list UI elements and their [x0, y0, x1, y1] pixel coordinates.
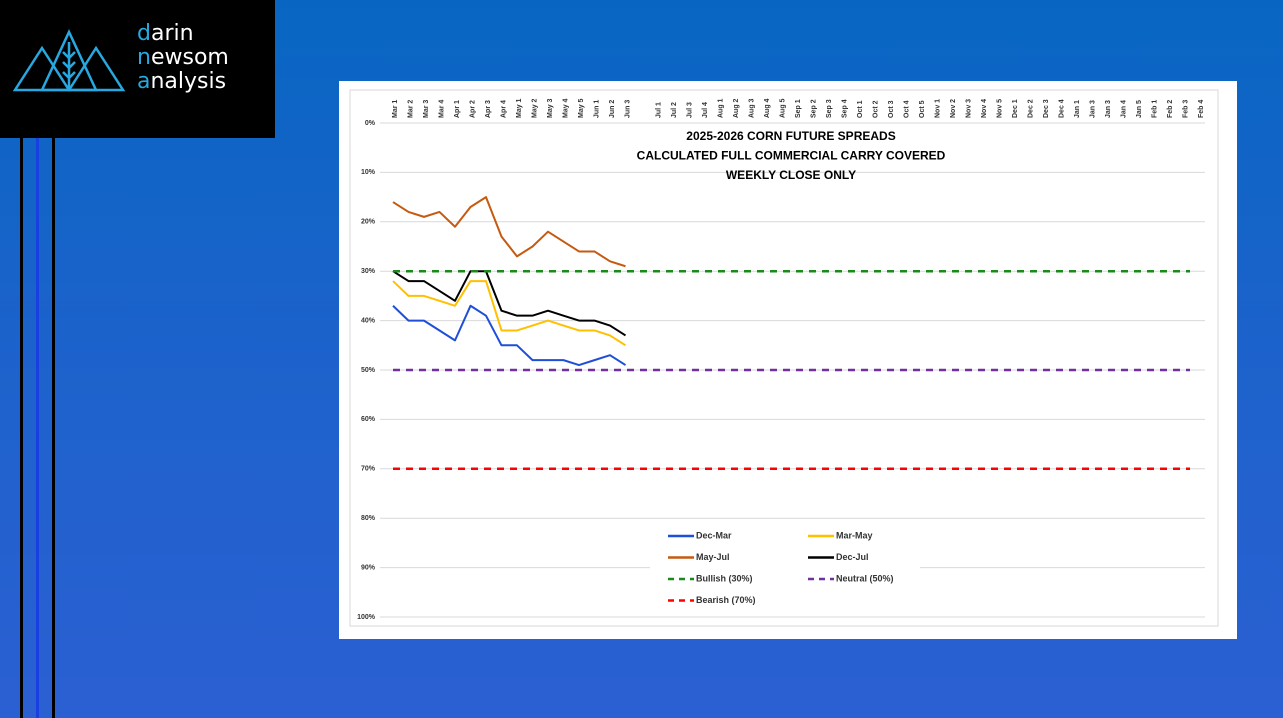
- x-tick-label: Aug 2: [733, 98, 740, 118]
- x-tick-label: Jan 5: [1136, 100, 1143, 118]
- x-tick-label: Apr 4: [500, 100, 507, 118]
- logo: darin newsom analysis: [0, 0, 275, 138]
- logo-word: newsom: [137, 45, 229, 70]
- x-tick-label: Jan 3: [1089, 100, 1096, 118]
- y-tick-label: 90%: [361, 564, 376, 571]
- x-tick-label: Feb 4: [1198, 100, 1205, 118]
- x-tick-label: Nov 5: [996, 99, 1003, 118]
- legend-label: May-Jul: [696, 552, 730, 562]
- x-tick-label: Jun 3: [624, 100, 631, 118]
- x-tick-label: May 4: [562, 98, 569, 118]
- x-tick-label: Feb 3: [1182, 100, 1189, 118]
- legend-label: Neutral (50%): [836, 573, 894, 583]
- logo-word: darin: [137, 21, 194, 46]
- logo-text: darin newsom analysis: [137, 22, 229, 94]
- legend-label: Bullish (30%): [696, 573, 753, 583]
- x-tick-label: Jan 4: [1120, 100, 1127, 118]
- x-tick-label: Dec 3: [1043, 99, 1050, 118]
- y-tick-label: 80%: [361, 515, 376, 522]
- x-tick-label: Jun 2: [609, 100, 616, 118]
- x-tick-label: Aug 1: [717, 98, 724, 118]
- x-tick-label: Mar 2: [407, 100, 414, 118]
- x-tick-label: Jul 2: [671, 102, 678, 118]
- x-tick-label: Nov 1: [934, 99, 941, 118]
- x-tick-label: Jul 3: [686, 102, 693, 118]
- x-tick-label: Feb 1: [1151, 100, 1158, 118]
- x-tick-label: Dec 4: [1058, 99, 1065, 118]
- y-tick-label: 0%: [365, 120, 376, 127]
- x-tick-label: Oct 4: [903, 100, 910, 118]
- y-tick-label: 40%: [361, 317, 376, 324]
- x-tick-label: Dec 1: [1012, 99, 1019, 118]
- x-tick-label: Apr 1: [454, 100, 461, 118]
- x-tick-label: Sep 4: [841, 99, 848, 118]
- legend-label: Bearish (70%): [696, 595, 756, 605]
- chart-title: 2025-2026 CORN FUTURE SPREADS: [686, 129, 895, 143]
- y-tick-label: 70%: [361, 466, 376, 473]
- y-tick-label: 50%: [361, 367, 376, 374]
- y-tick-label: 30%: [361, 268, 376, 275]
- series-line: [392, 196, 626, 268]
- x-tick-label: Jul 4: [702, 102, 709, 118]
- series-line: [392, 304, 627, 367]
- x-tick-label: Oct 3: [888, 100, 895, 118]
- x-tick-label: Nov 2: [950, 99, 957, 118]
- x-tick-label: Mar 3: [423, 100, 430, 118]
- series-line: [392, 270, 627, 337]
- x-tick-label: Oct 1: [857, 100, 864, 118]
- x-tick-label: Feb 2: [1167, 100, 1174, 118]
- decor-line: [36, 138, 39, 718]
- series-line: [392, 280, 627, 347]
- y-tick-label: 60%: [361, 416, 376, 423]
- x-tick-label: May 2: [531, 98, 538, 118]
- chart: 0% 10% 20% 30% 40% 50% 60% 70% 80% 90% 100% Mar 1 Ma…: [339, 81, 1237, 639]
- x-tick-label: Jun 1: [593, 100, 600, 118]
- x-tick-label: Nov 3: [965, 99, 972, 118]
- x-tick-label: Jul 1: [655, 102, 662, 118]
- legend-label: Dec-Jul: [836, 552, 869, 562]
- x-tick-label: Mar 1: [392, 100, 399, 118]
- x-tick-label: Mar 4: [438, 100, 445, 118]
- plot-border: [349, 89, 1219, 627]
- x-tick-label: Sep 3: [826, 99, 833, 118]
- chart-title: CALCULATED FULL COMMERCIAL CARRY COVERED: [637, 149, 946, 163]
- chart-title: WEEKLY CLOSE ONLY: [726, 168, 856, 182]
- x-tick-label: Sep 2: [810, 99, 817, 118]
- decor-line: [52, 138, 55, 718]
- x-tick-label: Oct 2: [872, 100, 879, 118]
- logo-icon: [12, 29, 126, 92]
- legend-box: [650, 521, 920, 616]
- x-tick-label: Aug 3: [748, 98, 755, 118]
- y-tick-label: 20%: [361, 219, 376, 226]
- y-tick-label: 10%: [361, 169, 376, 176]
- legend-label: Dec-Mar: [696, 530, 732, 540]
- x-tick-label: Aug 5: [779, 98, 786, 118]
- legend-label: Mar-May: [836, 530, 873, 540]
- x-tick-label: Apr 2: [469, 100, 476, 118]
- decor-line: [20, 138, 23, 718]
- x-tick-label: May 3: [547, 98, 554, 118]
- x-tick-label: Nov 4: [981, 99, 988, 118]
- x-tick-label: Aug 4: [764, 98, 771, 118]
- x-tick-label: Jan 1: [1074, 100, 1081, 118]
- x-tick-label: Apr 3: [485, 100, 492, 118]
- x-tick-label: May 1: [516, 98, 523, 118]
- x-tick-label: Sep 1: [795, 99, 802, 118]
- x-tick-label: Dec 2: [1027, 99, 1034, 118]
- x-tick-label: Jan 3: [1105, 100, 1112, 118]
- logo-word: analysis: [137, 69, 227, 94]
- x-tick-label: Oct 5: [919, 100, 926, 118]
- x-tick-label: May 5: [578, 98, 585, 118]
- y-tick-label: 100%: [357, 614, 376, 621]
